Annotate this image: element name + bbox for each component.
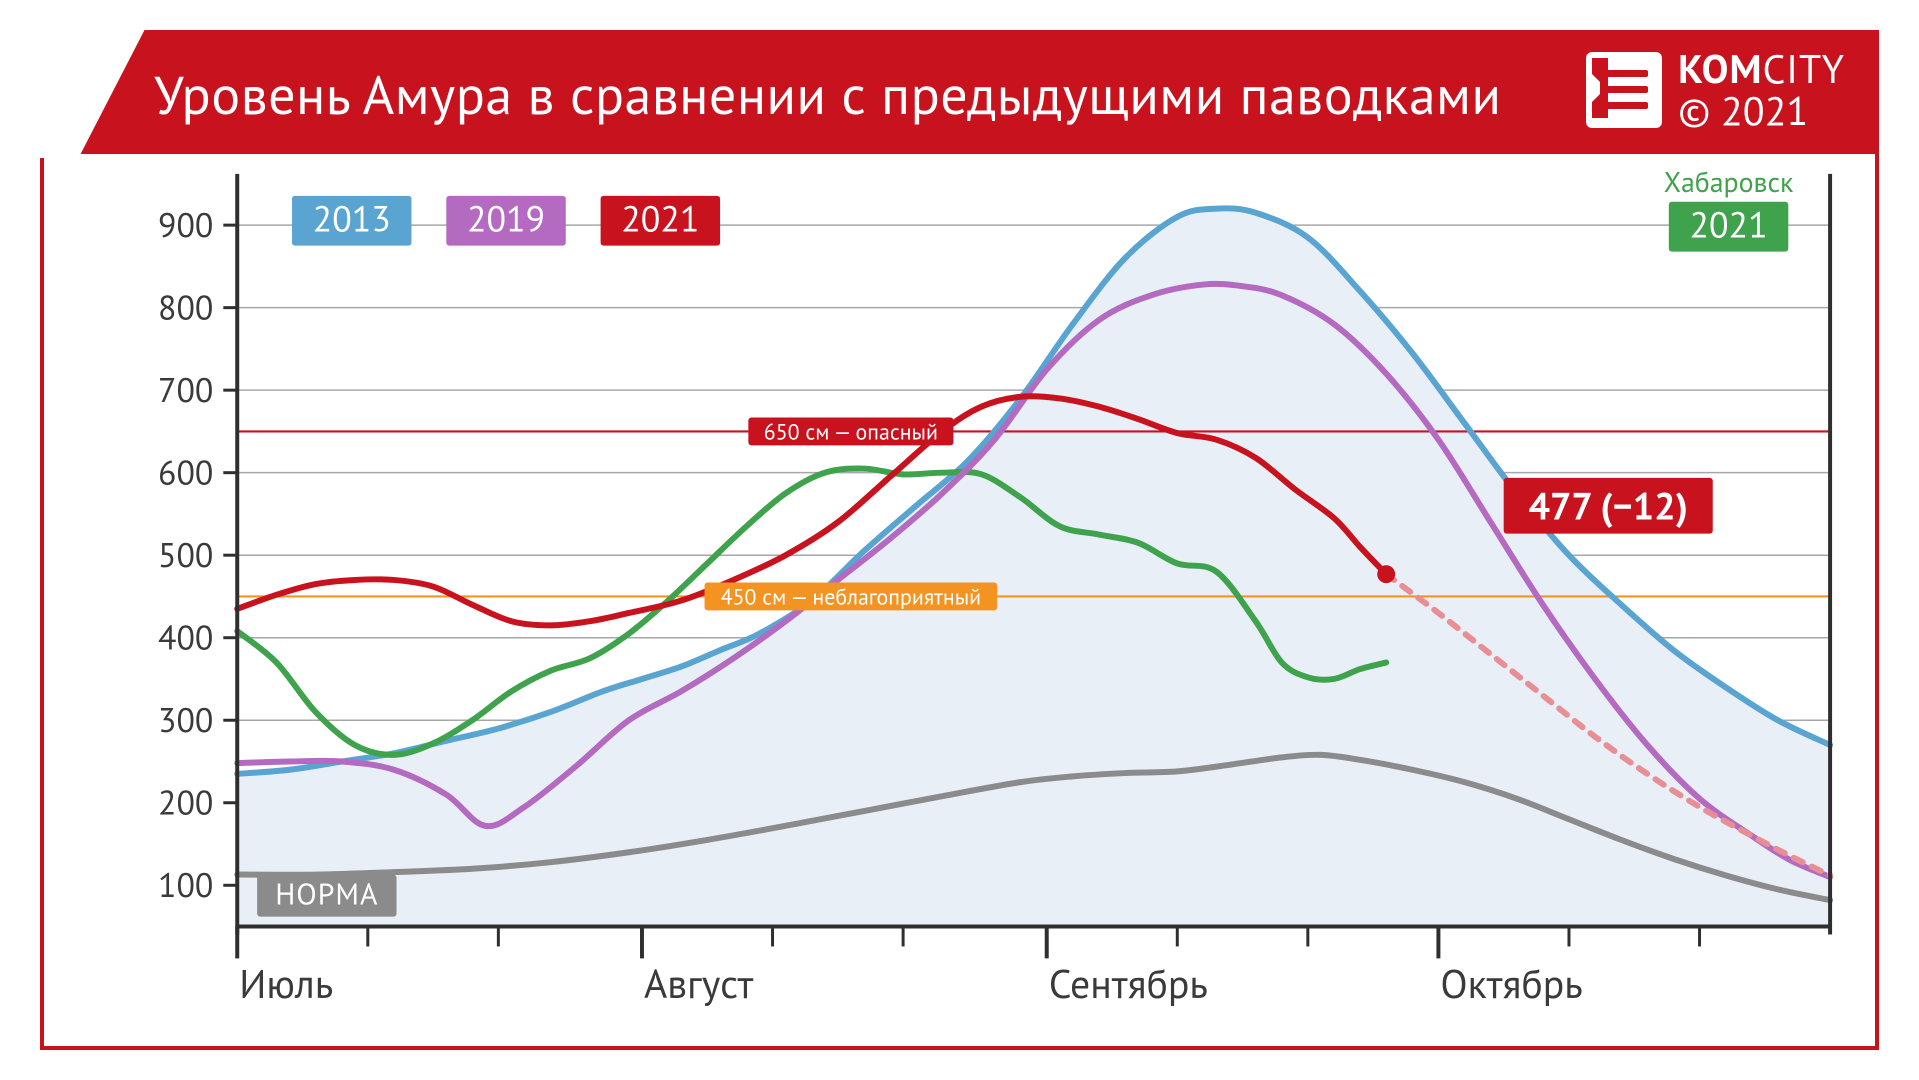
chart-title: Уровень Амура в сравнении с предыдущими … xyxy=(154,59,1502,129)
chart-frame: Уровень Амура в сравнении с предыдущими … xyxy=(40,30,1879,1050)
svg-text:2021: 2021 xyxy=(621,196,699,242)
svg-text:Август: Август xyxy=(644,957,753,1009)
svg-text:2021: 2021 xyxy=(1689,202,1767,248)
svg-text:Июль: Июль xyxy=(239,957,333,1009)
svg-text:Хабаровск: Хабаровск xyxy=(1664,164,1794,200)
brand-block: KOMCITY © 2021 xyxy=(1586,48,1845,132)
svg-text:100: 100 xyxy=(158,864,213,907)
svg-text:800: 800 xyxy=(158,287,213,330)
svg-text:2013: 2013 xyxy=(313,196,391,242)
svg-text:900: 900 xyxy=(158,204,213,247)
svg-text:2019: 2019 xyxy=(467,196,545,242)
svg-text:600: 600 xyxy=(158,452,213,495)
svg-text:Сентябрь: Сентябрь xyxy=(1049,957,1208,1009)
chart-area: 100 200 300 400 500 600 700 800 900 Июль Август Сен… xyxy=(44,154,1875,1046)
svg-text:477 (−12): 477 (−12) xyxy=(1528,482,1687,531)
svg-text:Октябрь: Октябрь xyxy=(1440,957,1582,1009)
chart-svg: 100 200 300 400 500 600 700 800 900 Июль Август Сен… xyxy=(44,154,1875,1046)
brand-name: KOMCITY xyxy=(1678,48,1845,90)
svg-text:450 см — неблагоприятный: 450 см — неблагоприятный xyxy=(721,583,981,611)
brand-logo-icon xyxy=(1586,52,1662,128)
svg-text:200: 200 xyxy=(158,782,213,825)
svg-text:700: 700 xyxy=(158,369,213,412)
svg-text:650 см — опасный: 650 см — опасный xyxy=(764,418,938,446)
svg-text:400: 400 xyxy=(158,617,213,660)
header-banner: Уровень Амура в сравнении с предыдущими … xyxy=(44,34,1875,154)
svg-text:500: 500 xyxy=(158,534,213,577)
brand-copyright: © 2021 xyxy=(1678,90,1845,132)
svg-text:300: 300 xyxy=(158,699,213,742)
svg-text:НОРМА: НОРМА xyxy=(275,876,378,914)
